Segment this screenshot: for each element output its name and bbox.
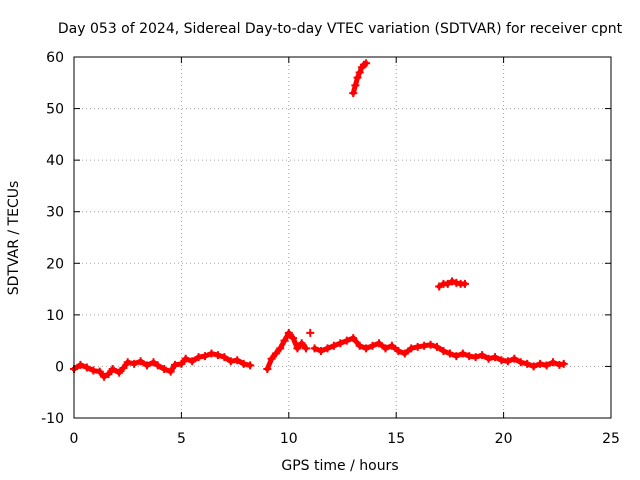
point-trace bbox=[299, 340, 309, 351]
y-tick-label: 10 bbox=[46, 308, 64, 324]
y-tick-label: 20 bbox=[46, 256, 64, 272]
x-tick-label: 10 bbox=[280, 431, 298, 447]
y-tick-label: 50 bbox=[46, 102, 64, 118]
chart-title: Day 053 of 2024, Sidereal Day-to-day VTE… bbox=[58, 21, 623, 37]
grid-lines bbox=[74, 57, 611, 418]
axis-ticks: 0 5 10 15 20 25 -10 0 10 20 30 40 50 60 bbox=[41, 50, 620, 447]
y-tick-label: 60 bbox=[46, 50, 64, 66]
x-tick-label: 0 bbox=[70, 431, 79, 447]
x-tick-label: 25 bbox=[602, 431, 620, 447]
y-tick-label: -10 bbox=[41, 411, 64, 427]
y-tick-label: 40 bbox=[46, 153, 64, 169]
x-axis-label: GPS time / hours bbox=[281, 458, 398, 474]
y-axis-label: SDTVAR / TECUs bbox=[6, 181, 22, 296]
y-tick-label: 30 bbox=[46, 205, 64, 221]
x-tick-label: 15 bbox=[387, 431, 405, 447]
plot-frame bbox=[73, 56, 612, 419]
y-tick-label: 0 bbox=[55, 359, 64, 375]
x-tick-label: 5 bbox=[177, 431, 186, 447]
point-trace bbox=[361, 60, 369, 68]
data-point bbox=[306, 328, 315, 337]
x-tick-label: 20 bbox=[495, 431, 513, 447]
point-trace bbox=[241, 361, 253, 368]
point-trace bbox=[556, 361, 567, 368]
data-points bbox=[70, 59, 568, 381]
